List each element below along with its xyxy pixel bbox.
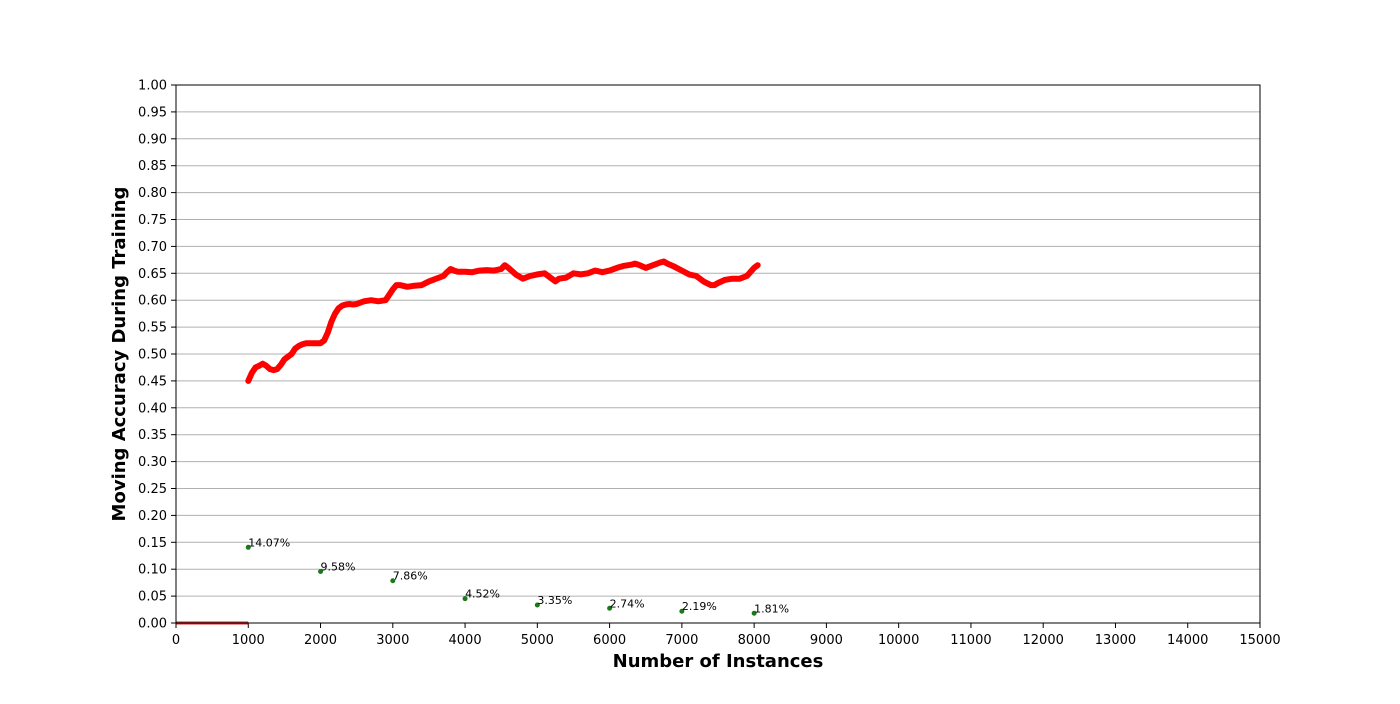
y-tick-label: 0.70	[138, 240, 167, 255]
x-axis-title: Number of Instances	[613, 651, 824, 672]
y-tick-label: 0.05	[138, 590, 167, 605]
annotation-label: 2.74%	[610, 597, 645, 610]
x-tick-label: 4000	[449, 633, 482, 648]
annotation-point	[318, 568, 324, 574]
x-tick-label: 11000	[950, 633, 991, 648]
x-tick-label: 10000	[878, 633, 919, 648]
y-tick-label: 0.20	[138, 509, 167, 524]
x-axis-ticks: 0 1000 2000 3000 4000 5000 6000 7000 8000 9000 100…	[172, 623, 1281, 648]
y-tick-label: 0.50	[138, 348, 167, 363]
y-tick-label: 0.80	[138, 186, 167, 201]
y-tick-label: 0.45	[138, 374, 167, 389]
y-tick-label: 0.95	[138, 105, 167, 120]
x-tick-label: 2000	[304, 633, 337, 648]
x-tick-label: 14000	[1167, 633, 1208, 648]
y-tick-label: 0.00	[138, 617, 167, 632]
y-tick-label: 0.10	[138, 563, 167, 578]
annotation-point	[751, 610, 757, 616]
y-tick-label: 0.55	[138, 321, 167, 336]
x-tick-label: 15000	[1239, 633, 1280, 648]
y-tick-label: 0.60	[138, 294, 167, 309]
annotation-label: 14.07%	[248, 536, 290, 549]
y-tick-label: 1.00	[138, 79, 167, 94]
y-tick-label: 0.75	[138, 213, 167, 228]
accuracy-series-line	[245, 258, 761, 384]
x-tick-label: 6000	[593, 633, 626, 648]
y-axis-ticks: 0.00 0.05 0.10 0.15 0.20 0.25 0.30 0.35 0.40 0.45…	[138, 79, 176, 632]
x-tick-label: 12000	[1023, 633, 1064, 648]
annotation-point	[245, 544, 251, 550]
annotation-label: 9.58%	[321, 560, 356, 573]
annotation-label: 4.52%	[465, 588, 500, 601]
annotation-label: 7.86%	[393, 570, 428, 583]
annotation-point	[462, 596, 468, 602]
y-tick-label: 0.35	[138, 428, 167, 443]
x-tick-label: 7000	[665, 633, 698, 648]
annotation-label: 2.19%	[682, 600, 717, 613]
annotation-point	[607, 605, 613, 611]
annotation-layer: 14.07% 9.58% 7.86% 4.52% 3.35% 2.74% 2.19% 1.81…	[245, 536, 789, 616]
y-tick-label: 0.90	[138, 132, 167, 147]
x-tick-label: 9000	[810, 633, 843, 648]
y-tick-label: 0.85	[138, 159, 167, 174]
grid-layer	[176, 84, 1260, 624]
annotation-point	[679, 608, 685, 614]
y-tick-label: 0.65	[138, 267, 167, 282]
y-tick-label: 0.15	[138, 536, 167, 551]
annotation-label: 3.35%	[537, 594, 572, 607]
x-tick-label: 13000	[1095, 633, 1136, 648]
x-tick-label: 8000	[738, 633, 771, 648]
y-tick-label: 0.30	[138, 455, 167, 470]
x-tick-label: 1000	[232, 633, 265, 648]
y-tick-label: 0.40	[138, 401, 167, 416]
annotation-label: 1.81%	[754, 602, 789, 615]
y-axis-title: Moving Accuracy During Training	[109, 187, 130, 522]
annotation-point	[534, 602, 540, 608]
y-tick-label: 0.25	[138, 482, 167, 497]
annotation-point	[390, 578, 396, 584]
x-tick-label: 3000	[376, 633, 409, 648]
x-tick-label: 0	[172, 633, 180, 648]
x-tick-label: 5000	[521, 633, 554, 648]
